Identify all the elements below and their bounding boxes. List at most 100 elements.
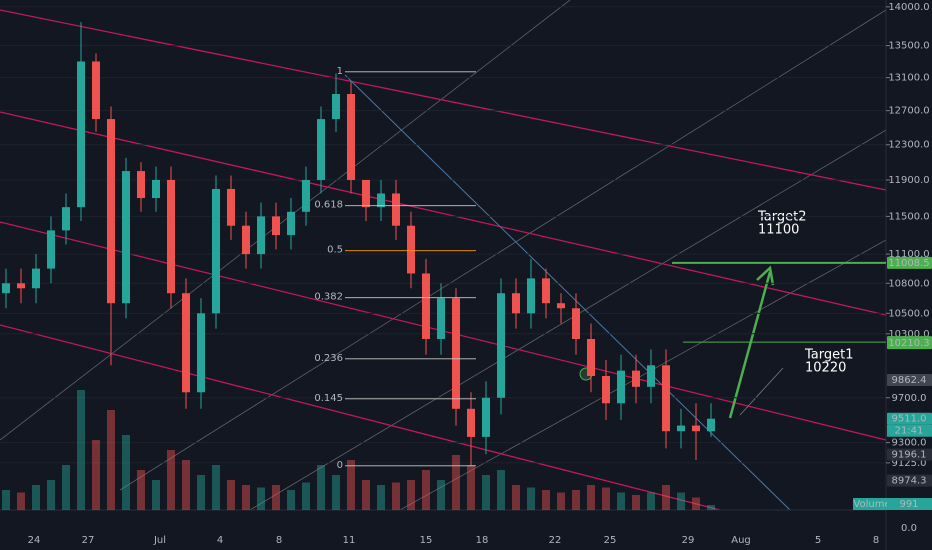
volume-bar: [392, 482, 400, 510]
y-tick-label: 12300.0: [888, 140, 929, 151]
y-tick-label: 9300.0: [892, 438, 927, 449]
gray-line: [119, 9, 887, 491]
candle-body: [662, 365, 670, 432]
y-tick-label: 11100.0: [888, 249, 929, 260]
volume-bar: [167, 450, 175, 510]
candle-body: [527, 278, 535, 314]
target-value: 10220: [805, 361, 846, 376]
volume-bar: [587, 485, 595, 510]
candle-body: [197, 313, 205, 393]
price-label-box: [887, 337, 932, 350]
volume-bar: [527, 487, 535, 510]
volume-bar: [482, 475, 490, 510]
candle-body: [227, 188, 235, 226]
volume-bar: [512, 485, 520, 510]
arrow: [728, 271, 772, 419]
candle-body: [437, 298, 445, 339]
volume-bar: [677, 492, 685, 510]
volume-tick-label: 0.0: [901, 523, 917, 534]
y-tick-label: 10800.0: [888, 278, 929, 289]
x-tick-label: 27: [82, 535, 95, 546]
fib-label: 0.618: [314, 200, 343, 211]
volume-name-box: [853, 498, 891, 510]
x-tick-label: 8: [276, 535, 282, 546]
gray-line: [0, 0, 571, 441]
candle-body: [647, 365, 655, 387]
volume-bar: [212, 465, 220, 510]
price-label-box: [887, 256, 932, 269]
candle-body: [77, 61, 85, 208]
price-label: 8974.3: [892, 476, 927, 487]
volume-bar: [257, 487, 265, 510]
candle-body: [497, 293, 505, 398]
volume-bar: [137, 470, 145, 510]
volume-bar: [617, 492, 625, 510]
volume-bar: [467, 465, 475, 510]
candle-body: [302, 179, 310, 212]
volume-value-box: [887, 498, 932, 510]
volume-bar: [32, 485, 40, 510]
y-tick-label: 11500.0: [888, 211, 929, 222]
volume-bar: [227, 480, 235, 510]
candle-body: [362, 179, 370, 208]
volume-bar: [497, 470, 505, 510]
volume-bar: [242, 485, 250, 510]
volume-bar: [542, 490, 550, 510]
candle-body: [587, 338, 595, 377]
candle-body: [407, 225, 415, 274]
x-tick-label: 5: [815, 535, 821, 546]
candle-body: [392, 193, 400, 226]
target-name: Target1: [804, 348, 854, 363]
volume-bar: [197, 475, 205, 510]
y-tick-label: 13500.0: [888, 41, 929, 52]
volume-bar: [707, 505, 715, 510]
volume-bar: [17, 492, 25, 510]
candle-body: [332, 94, 340, 120]
volume-value: 991: [899, 499, 918, 510]
x-tick-label: 15: [420, 535, 433, 546]
y-tick-label: 12700.0: [888, 106, 929, 117]
y-tick-label: 10300.0: [888, 329, 929, 340]
candle-body: [632, 370, 640, 387]
volume-bar: [272, 485, 280, 510]
x-tick-label: 8: [873, 535, 879, 546]
candle-body: [167, 179, 175, 294]
arrow: [739, 367, 784, 416]
time-axis: [0, 510, 932, 550]
price-label: 11008.5: [888, 258, 929, 269]
x-tick-label: 25: [604, 535, 617, 546]
candle-body: [467, 408, 475, 437]
candle-body: [2, 283, 10, 294]
candle-body: [122, 171, 130, 304]
candle-body: [452, 298, 460, 409]
x-tick-label: 29: [682, 535, 695, 546]
price-label: 9862.4: [892, 375, 927, 386]
candle-body: [677, 425, 685, 432]
candle-body: [182, 293, 190, 393]
candle-body: [542, 278, 550, 304]
volume-bar: [317, 465, 325, 510]
x-tick-label: 11: [343, 535, 356, 546]
x-tick-label: 4: [217, 535, 223, 546]
volume-bar: [302, 482, 310, 510]
volume-bar: [152, 480, 160, 510]
volume-bar: [347, 460, 355, 510]
y-tick-label: 9700.0: [892, 393, 927, 404]
candle-body: [512, 293, 520, 314]
y-tick-label: 10500.0: [888, 308, 929, 319]
candle-body: [707, 418, 715, 432]
volume-bar: [437, 480, 445, 510]
volume-bar: [182, 460, 190, 510]
price-label-box: [887, 448, 932, 461]
volume-bar: [422, 470, 430, 510]
price-label: 10210.3: [888, 338, 929, 349]
candle-body: [137, 171, 145, 199]
candle-body: [422, 273, 430, 339]
fib-label: 0.145: [314, 393, 343, 404]
candle-body: [17, 283, 25, 289]
volume-bar: [2, 490, 10, 510]
x-tick-label: 24: [28, 535, 41, 546]
fib-label: 0.5: [327, 245, 343, 256]
volume-bar: [107, 410, 115, 510]
